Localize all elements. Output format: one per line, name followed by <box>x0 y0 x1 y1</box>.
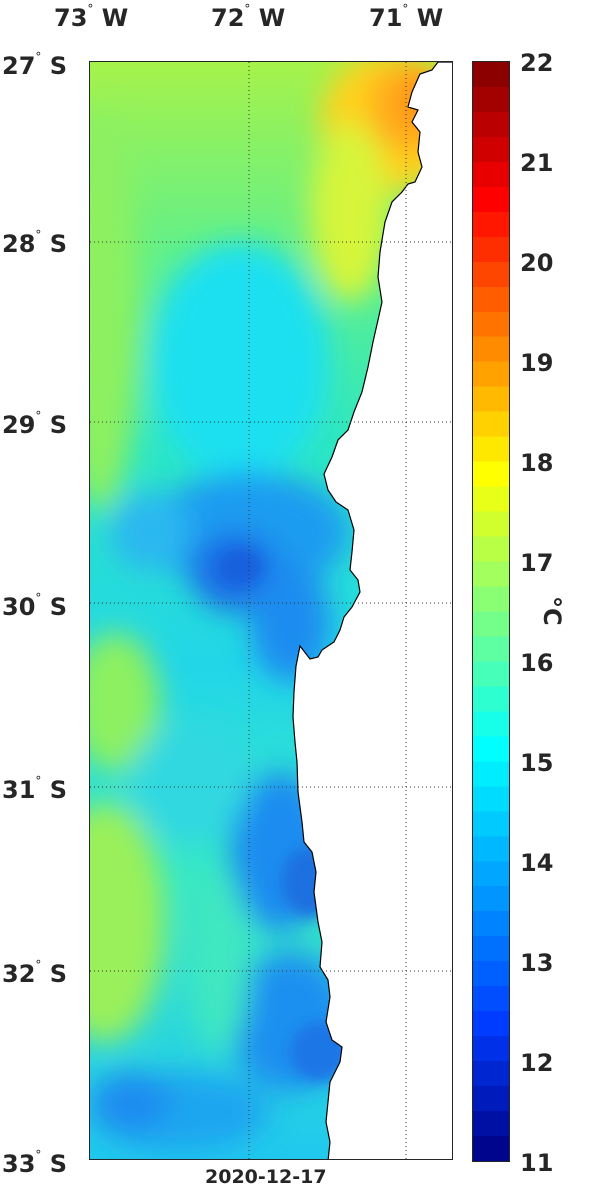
lat-label-33s: 33° S <box>2 1148 68 1178</box>
lat-label-29s: 29° S <box>2 409 68 439</box>
colorbar-unit-label: °C <box>538 596 566 626</box>
lon-label-73w: 73° W <box>54 2 129 32</box>
colorbar-tick-17: 17 <box>520 549 554 577</box>
colorbar-tick-14: 14 <box>520 849 554 877</box>
lat-label-27s: 27° S <box>2 50 68 80</box>
colorbar-tick-20: 20 <box>520 249 554 277</box>
map-date: 2020-12-17 <box>205 1166 327 1188</box>
lat-label-30s: 30° S <box>2 591 68 621</box>
colorbar-tick-16: 16 <box>520 649 554 677</box>
colorbar-tick-19: 19 <box>520 349 554 377</box>
lat-label-32s: 32° S <box>2 958 68 988</box>
lat-label-28s: 28° S <box>2 228 68 258</box>
sst-map <box>89 61 453 1160</box>
colorbar-tick-21: 21 <box>520 149 554 177</box>
lon-label-72w: 72° W <box>211 2 286 32</box>
sst-field <box>90 62 452 1159</box>
colorbar-tick-12: 12 <box>520 1049 554 1077</box>
graticule <box>90 62 452 1159</box>
lon-label-71w: 71° W <box>369 2 444 32</box>
colorbar-tick-15: 15 <box>520 749 554 777</box>
colorbar-tick-18: 18 <box>520 449 554 477</box>
lat-label-31s: 31° S <box>2 774 68 804</box>
colorbar <box>472 61 510 1162</box>
colorbar-tick-13: 13 <box>520 949 554 977</box>
colorbar-tick-22: 22 <box>520 49 554 77</box>
land-chile <box>292 62 452 1159</box>
colorbar-tick-11: 11 <box>520 1149 554 1177</box>
